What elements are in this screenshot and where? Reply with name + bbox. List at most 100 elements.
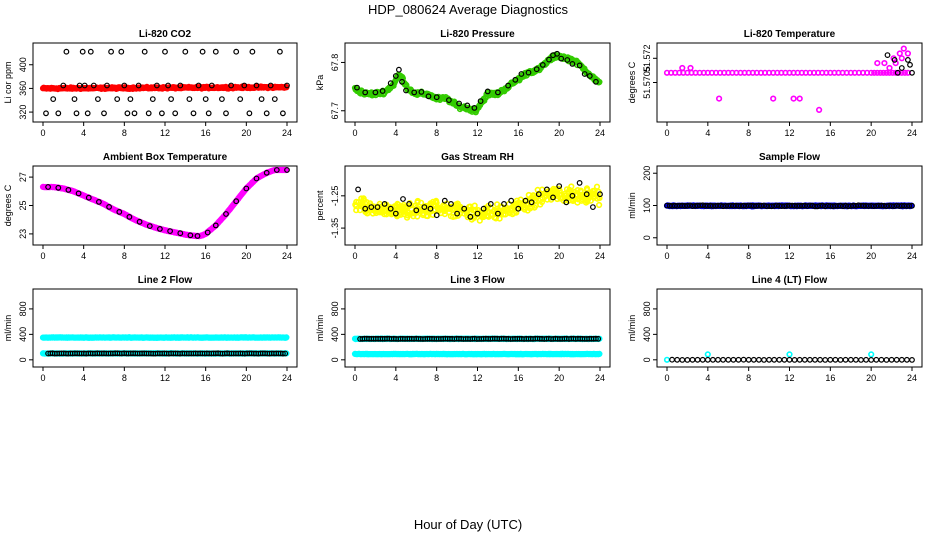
y-tick-label: 0	[642, 235, 652, 240]
x-tick-label: 24	[282, 373, 292, 383]
data-point	[550, 194, 556, 201]
data-point	[253, 175, 260, 182]
panel-4: Ambient Box Temperature 0 4 8 12 16 20 24 23 25 27…	[3, 152, 298, 261]
data-point	[556, 191, 563, 198]
y-axis-label: degrees C	[627, 61, 637, 103]
data-point	[909, 202, 915, 209]
data-point	[679, 357, 686, 363]
data-point	[374, 204, 381, 211]
data-point	[528, 199, 535, 206]
data-point	[538, 198, 546, 206]
data-point	[684, 357, 691, 363]
data-point	[884, 52, 891, 58]
data-point	[595, 201, 603, 209]
data-point	[79, 48, 86, 55]
data-point	[901, 69, 909, 76]
data-point	[177, 230, 184, 237]
data-point	[761, 357, 767, 363]
data-point	[448, 200, 454, 207]
data-point	[404, 214, 411, 221]
y-tick-label: 200	[642, 166, 652, 181]
y-tick-label: 51.572	[642, 45, 652, 73]
data-point	[202, 96, 209, 102]
x-tick-label: 20	[866, 251, 876, 261]
data-point	[271, 96, 278, 102]
data-point	[710, 356, 716, 363]
data-point	[595, 335, 602, 342]
x-tick-label: 24	[907, 373, 917, 383]
data-point	[770, 95, 777, 102]
data-point	[720, 203, 726, 210]
data-point	[504, 206, 511, 213]
data-point	[568, 183, 575, 190]
data-point	[543, 192, 550, 199]
x-tick-label: 16	[513, 373, 523, 383]
data-point	[730, 356, 737, 363]
data-point	[873, 356, 880, 363]
data-point	[246, 110, 253, 117]
figure-title: HDP_080624 Average Diagnostics	[368, 2, 568, 17]
data-point	[687, 64, 694, 72]
data-point	[477, 98, 484, 104]
data-point	[126, 213, 133, 220]
data-point	[704, 356, 711, 363]
data-point	[558, 55, 565, 62]
data-point	[544, 186, 550, 193]
data-point	[745, 356, 752, 363]
data-point	[392, 73, 399, 79]
data-point	[369, 210, 377, 217]
x-tick-label: 20	[554, 128, 564, 138]
data-point	[127, 96, 134, 102]
data-point	[124, 110, 131, 117]
y-tick-label: 800	[18, 301, 28, 316]
data-point	[172, 110, 179, 117]
data-point	[195, 82, 202, 89]
data-point	[563, 192, 570, 199]
y-tick-label: 23	[18, 229, 28, 239]
x-tick-label: 20	[866, 373, 876, 383]
data-point	[892, 69, 899, 76]
data-point	[212, 48, 219, 55]
data-point	[136, 218, 143, 225]
data-point	[495, 207, 502, 214]
x-tick-label: 12	[472, 251, 482, 261]
data-point	[484, 88, 491, 95]
data-point	[766, 356, 772, 363]
data-point	[413, 207, 420, 214]
x-tick-label: 0	[40, 251, 45, 261]
data-point	[280, 110, 286, 117]
data-point	[904, 356, 910, 363]
data-point	[874, 59, 881, 67]
series-lower	[351, 350, 603, 358]
data-point	[593, 78, 599, 85]
data-point	[362, 89, 369, 96]
data-point	[165, 82, 172, 89]
x-tick-label: 0	[40, 128, 45, 138]
series-upper	[39, 334, 290, 342]
data-point	[894, 69, 901, 76]
data-point	[381, 200, 388, 207]
data-point	[477, 208, 484, 216]
data-point	[356, 207, 364, 214]
data-point	[874, 69, 881, 76]
data-point	[425, 93, 432, 100]
data-point	[518, 71, 525, 77]
x-tick-label: 16	[201, 251, 211, 261]
y-tick-label: 0	[642, 357, 652, 362]
data-point	[502, 211, 509, 218]
data-point	[373, 207, 380, 214]
y-tick-label: 67.8	[330, 54, 340, 72]
panel-9: Line 4 (LT) Flow 0 4 8 12 16 20 24 0 400 800 ml/min	[627, 275, 923, 383]
x-tick-label: 24	[907, 251, 917, 261]
data-point	[284, 167, 290, 173]
data-point	[593, 335, 599, 342]
data-point	[495, 89, 501, 96]
plot-frame	[656, 42, 923, 123]
data-point	[883, 357, 890, 363]
data-point	[893, 356, 900, 363]
data-point	[572, 191, 580, 198]
data-point	[283, 334, 290, 341]
data-point	[162, 48, 168, 55]
y-tick-label: 100	[642, 198, 652, 213]
data-point	[396, 204, 403, 211]
